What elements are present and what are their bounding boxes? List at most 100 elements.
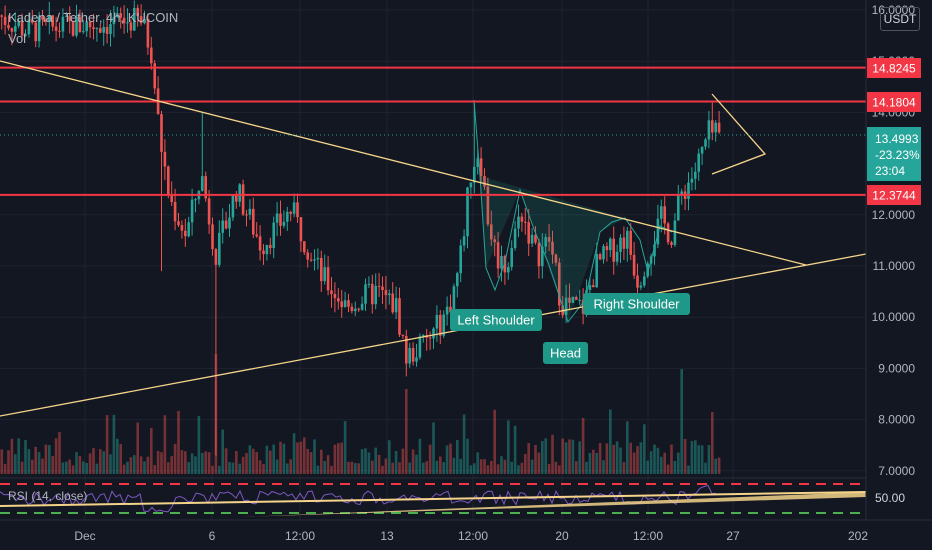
candle: [367, 283, 371, 285]
volume-bar: [398, 462, 401, 474]
volume-bar: [636, 446, 639, 474]
volume-bar: [483, 459, 486, 474]
volume-bar: [221, 429, 224, 474]
candle: [153, 63, 156, 89]
candle: [371, 283, 374, 305]
candle: [524, 221, 527, 223]
volume-bar: [558, 465, 561, 474]
volume-bar: [704, 462, 707, 474]
candle: [316, 257, 320, 260]
volume-bar: [605, 443, 609, 474]
ascending-trendline: [0, 253, 867, 417]
candle: [568, 297, 571, 303]
volume-bar: [619, 447, 622, 474]
volume-bar: [428, 444, 432, 474]
volume-bar: [279, 441, 282, 474]
volume-bar: [14, 454, 17, 474]
candle: [340, 301, 343, 308]
volume-bar: [517, 465, 520, 474]
volume-bar: [666, 464, 670, 474]
candle: [473, 166, 476, 183]
candle: [92, 27, 95, 30]
triangle-projection: [711, 93, 767, 175]
volume-bar: [615, 441, 619, 474]
candle: [428, 337, 432, 339]
candle: [31, 19, 34, 23]
candle: [146, 18, 150, 48]
volume-bar: [411, 449, 415, 474]
candle: [105, 27, 109, 34]
volume-bar: [320, 449, 323, 474]
candle: [592, 285, 595, 288]
candle: [388, 293, 391, 296]
candle: [558, 262, 561, 306]
candle: [160, 114, 163, 152]
candle: [537, 242, 541, 267]
candle: [167, 166, 170, 196]
volume-bar: [357, 463, 360, 474]
volume-bar: [10, 438, 14, 474]
volume-bar: [632, 452, 636, 474]
currency-selector[interactable]: USDT: [880, 7, 920, 31]
volume-bar: [456, 440, 459, 474]
pattern-label: Left Shoulder: [450, 309, 542, 331]
rsi-trendline-wedge: [240, 492, 866, 517]
candle: [27, 19, 31, 35]
volume-bar: [58, 432, 61, 474]
time-tick-label: 13: [380, 529, 394, 543]
volume-bar: [598, 443, 602, 474]
volume-bar: [245, 453, 248, 474]
candle: [228, 217, 231, 229]
candle: [51, 15, 54, 27]
candle: [218, 232, 221, 265]
candle: [432, 328, 435, 339]
volume-bar: [272, 444, 275, 474]
volume-bar: [717, 457, 721, 474]
volume-bar: [228, 461, 231, 474]
volume-bar: [34, 446, 37, 474]
candle: [476, 158, 479, 167]
candle: [17, 21, 20, 27]
volume-bar: [133, 455, 136, 474]
volume-bar: [452, 457, 456, 474]
candle: [289, 211, 292, 214]
volume-bar: [323, 461, 326, 474]
candle: [391, 293, 394, 313]
volume-bar: [197, 415, 201, 474]
candle: [384, 290, 388, 296]
candle: [85, 21, 88, 32]
volume-bar: [136, 422, 139, 474]
volume-bar: [374, 447, 377, 474]
volume-bar: [299, 441, 303, 474]
candle: [513, 228, 517, 249]
candle: [306, 252, 309, 260]
candle: [643, 276, 646, 286]
volume-bar: [65, 461, 68, 474]
candle: [170, 195, 173, 203]
candle: [605, 246, 609, 251]
volume-bar: [534, 444, 537, 474]
candle: [422, 335, 425, 337]
volume-bar: [367, 452, 371, 474]
volume-bar: [486, 465, 490, 474]
volume-bar: [129, 457, 133, 474]
candle: [510, 248, 513, 268]
rsi-indicator-label[interactable]: RSI (14, close): [8, 489, 88, 503]
volume-bar: [231, 462, 235, 474]
level-price-badge: [867, 185, 921, 205]
candle: [82, 31, 85, 33]
candle: [653, 244, 656, 257]
time-tick-label: 6: [209, 529, 216, 543]
volume-bar: [405, 389, 408, 474]
volume-bar: [24, 440, 27, 474]
volume-bar: [415, 454, 418, 474]
candle: [75, 16, 78, 36]
candle: [102, 27, 105, 33]
candle: [201, 176, 204, 191]
volume-bar: [524, 453, 527, 474]
candle: [541, 246, 544, 267]
volume-bar: [207, 452, 211, 474]
candle: [10, 28, 14, 32]
volume-bar: [238, 463, 241, 474]
candle: [313, 259, 316, 261]
